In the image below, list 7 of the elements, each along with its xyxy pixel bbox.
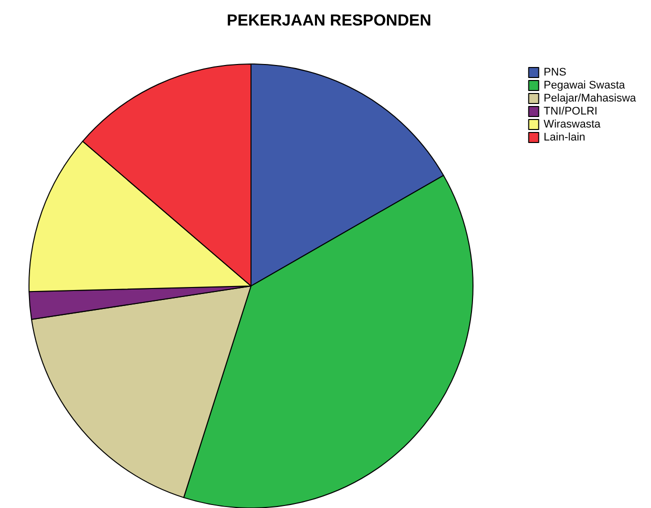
legend-label: Pelajar/Mahasiswa [544,92,637,104]
legend-label: TNI/POLRI [544,106,598,118]
legend-label: Pegawai Swasta [544,80,626,92]
legend-label: PNS [544,66,566,78]
legend-label: Lain-lain [544,132,586,144]
chart-title: PEKERJAAN RESPONDEN [226,12,432,30]
legend-label: Wiraswasta [544,118,602,130]
